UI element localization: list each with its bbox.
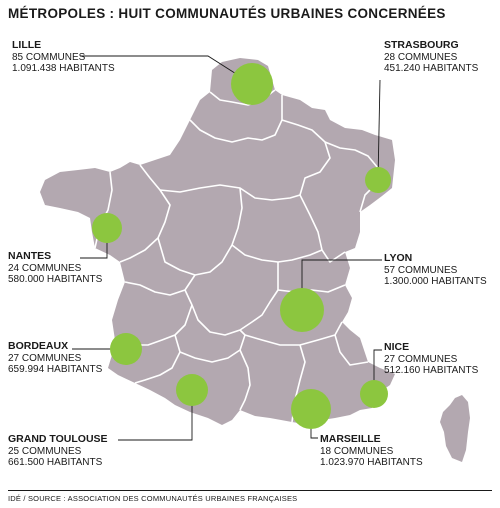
- communes-count: 27 COMMUNES: [384, 353, 458, 365]
- leader-nice: [373, 349, 382, 394]
- habitants-count: 659.994 HABITANTS: [8, 364, 103, 375]
- communes-count: 85 COMMUNES: [12, 51, 86, 63]
- bubble-nantes: [92, 213, 122, 243]
- city-name: LILLE: [12, 39, 42, 51]
- city-name: BORDEAUX: [8, 340, 69, 352]
- label-lyon: LYON 57 COMMUNES 1.300.000 HABITANTS: [384, 252, 487, 288]
- bubbles: [92, 63, 391, 429]
- habitants-count: 451.240 HABITANTS: [384, 63, 479, 74]
- bubble-strasbourg: [365, 167, 391, 193]
- habitants-count: 512.160 HABITANTS: [384, 365, 479, 376]
- city-name: NANTES: [8, 250, 52, 262]
- communes-count: 24 COMMUNES: [8, 262, 82, 274]
- city-name: STRASBOURG: [384, 39, 459, 51]
- source-note: IDÉ / SOURCE : ASSOCIATION DES COMMUNAUT…: [8, 494, 298, 503]
- habitants-count: 1.300.000 HABITANTS: [384, 276, 487, 287]
- bubble-bordeaux: [110, 333, 142, 365]
- leader-toulouse: [118, 390, 193, 441]
- bubble-nice: [360, 380, 388, 408]
- bubble-marseille: [291, 389, 331, 429]
- label-marseille: MARSEILLE 18 COMMUNES 1.023.970 HABITANT…: [320, 433, 423, 469]
- habitants-count: 661.500 HABITANTS: [8, 457, 103, 468]
- label-lille: LILLE 85 COMMUNES 1.091.438 HABITANTS: [12, 39, 115, 75]
- bubble-toulouse: [176, 374, 208, 406]
- bubble-lille: [231, 63, 273, 105]
- city-name: NICE: [384, 341, 410, 353]
- leader-strasbourg: [377, 79, 381, 181]
- label-nice: NICE 27 COMMUNES 512.160 HABITANTS: [384, 341, 479, 377]
- label-bordeaux: BORDEAUX 27 COMMUNES 659.994 HABITANTS: [8, 340, 103, 376]
- label-nantes: NANTES 24 COMMUNES 580.000 HABITANTS: [8, 250, 103, 286]
- communes-count: 27 COMMUNES: [8, 352, 82, 364]
- communes-count: 25 COMMUNES: [8, 445, 82, 457]
- city-name: GRAND TOULOUSE: [8, 433, 108, 445]
- city-name: LYON: [384, 252, 413, 264]
- label-strasbourg: STRASBOURG 28 COMMUNES 451.240 HABITANTS: [384, 39, 479, 75]
- communes-count: 57 COMMUNES: [384, 264, 458, 276]
- communes-count: 28 COMMUNES: [384, 51, 458, 63]
- map-title: MÉTROPOLES : HUIT COMMUNAUTÉS URBAINES C…: [8, 6, 446, 21]
- city-name: MARSEILLE: [320, 433, 381, 445]
- bubble-lyon: [280, 288, 324, 332]
- label-toulouse: GRAND TOULOUSE 25 COMMUNES 661.500 HABIT…: [8, 433, 108, 469]
- habitants-count: 1.091.438 HABITANTS: [12, 63, 115, 74]
- source-divider: [8, 490, 492, 491]
- habitants-count: 1.023.970 HABITANTS: [320, 457, 423, 468]
- corsica: [440, 395, 470, 462]
- habitants-count: 580.000 HABITANTS: [8, 274, 103, 285]
- communes-count: 18 COMMUNES: [320, 445, 394, 457]
